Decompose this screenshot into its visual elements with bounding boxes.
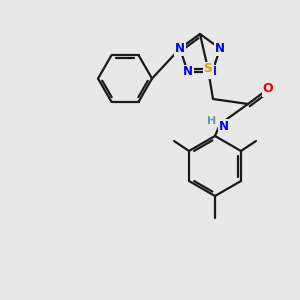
Text: H: H bbox=[207, 116, 217, 126]
Text: N: N bbox=[183, 65, 193, 79]
Text: N: N bbox=[207, 65, 217, 79]
Text: N: N bbox=[219, 119, 229, 133]
Text: N: N bbox=[175, 42, 185, 55]
Text: S: S bbox=[203, 62, 212, 76]
Text: O: O bbox=[263, 82, 273, 95]
Text: N: N bbox=[215, 42, 225, 55]
